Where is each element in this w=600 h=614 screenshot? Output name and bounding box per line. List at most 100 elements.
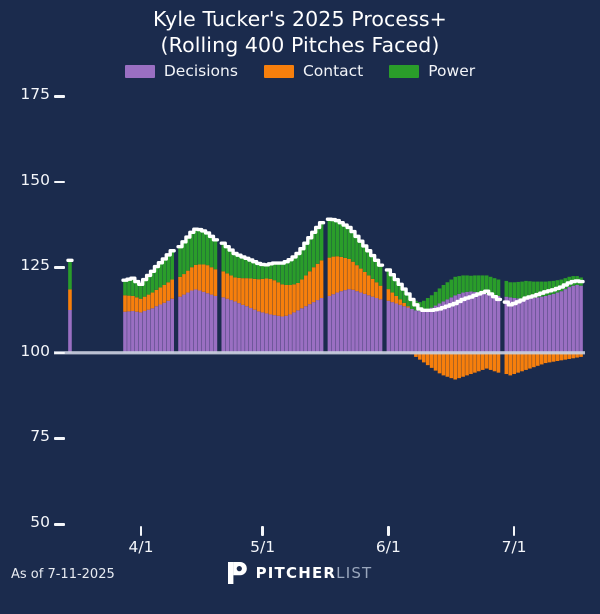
bar-segment-decisions <box>335 292 340 353</box>
bar-segment-contact <box>343 257 347 291</box>
bar-segment-contact <box>229 275 233 301</box>
bar-segment-contact <box>551 352 556 362</box>
bar-segment-power <box>276 263 281 283</box>
bar-segment-power <box>162 258 167 285</box>
bar-segment-contact <box>386 289 391 301</box>
bar-segment-power <box>319 222 324 261</box>
bar-segment-power <box>284 261 288 285</box>
bar-segment-power <box>138 284 143 299</box>
bar-segment-power <box>480 275 485 294</box>
bar-segment-contact <box>276 282 281 316</box>
bar-segment-decisions <box>252 309 257 353</box>
bar-segment-contact <box>245 278 249 307</box>
bar-segment-power <box>311 232 316 268</box>
legend-item-power[interactable]: Power <box>389 62 475 80</box>
bar-segment-contact <box>539 352 544 365</box>
bar-segment-contact <box>492 352 497 372</box>
bar-segment-decisions <box>205 293 210 353</box>
bar-segment-contact <box>166 282 171 301</box>
bar-segment-power <box>268 263 273 279</box>
bar-segment-power <box>504 280 509 297</box>
bar-segment-power <box>441 285 446 302</box>
bar-segment-contact <box>205 265 210 294</box>
bar-segment-decisions <box>394 303 399 353</box>
bar-segment-power <box>547 281 552 295</box>
bar-segment-decisions <box>370 296 375 353</box>
bar-segment-decisions <box>197 290 202 353</box>
bar-segment-contact <box>465 352 469 376</box>
y-tick-mark <box>54 180 65 184</box>
bar-segment-decisions <box>331 294 336 353</box>
bar-segment-power <box>508 282 513 298</box>
bar-segment-contact <box>182 274 186 295</box>
bar-segment-contact <box>142 296 147 312</box>
bar-segment-decisions <box>296 310 300 353</box>
bar-segment-contact <box>563 352 568 360</box>
bar-segment-power <box>131 278 135 296</box>
bar-segment-contact <box>131 295 135 312</box>
legend-item-decisions[interactable]: Decisions <box>124 62 238 80</box>
bar-segment-decisions <box>512 298 516 353</box>
bar-segment-power <box>406 293 410 307</box>
bar-segment-power <box>249 260 253 279</box>
bar-segment-power <box>528 281 532 299</box>
bar-segment-decisions <box>429 307 434 353</box>
bar-segment-decisions <box>229 300 233 353</box>
bar-segment-contact <box>378 285 383 300</box>
bar-segment-contact <box>233 277 237 302</box>
bar-segment-power <box>68 260 72 290</box>
bar-segment-decisions <box>437 303 442 353</box>
bar-segment-contact <box>135 297 139 312</box>
bar-segment-decisions <box>272 315 277 353</box>
bar-segment-power <box>292 256 296 285</box>
y-tick-label: 75 <box>30 427 50 446</box>
legend-item-contact[interactable]: Contact <box>263 62 363 80</box>
pitcherlist-p-icon <box>227 562 247 584</box>
bar-segment-power <box>418 302 422 312</box>
bar-segment-power <box>516 281 520 299</box>
bar-segment-contact <box>307 271 312 305</box>
bar-segment-decisions <box>193 289 198 353</box>
bar-segment-contact <box>186 270 190 293</box>
bar-segment-power <box>241 256 245 279</box>
bar-segment-power <box>355 236 359 266</box>
bar-segment-decisions <box>131 311 135 353</box>
bar-segment-power <box>492 278 497 296</box>
y-tick-label: 175 <box>20 85 50 103</box>
bar-segment-decisions <box>516 298 520 353</box>
bar-segment-contact <box>201 264 206 292</box>
bar-segment-contact <box>418 352 422 360</box>
bar-segment-decisions <box>355 291 359 353</box>
legend-label: Decisions <box>163 62 238 80</box>
bar-segment-decisions <box>414 310 418 353</box>
bar-segment-contact <box>315 263 320 301</box>
bar-segment-contact <box>374 282 379 299</box>
bar-segment-decisions <box>327 295 332 353</box>
bar-segment-contact <box>355 265 359 292</box>
brand-secondary-text: LIST <box>336 564 373 582</box>
bar-segment-contact <box>339 256 344 292</box>
bar-segment-contact <box>516 352 520 373</box>
bar-segment-decisions <box>351 289 355 353</box>
bar-segment-power <box>213 239 218 270</box>
bar-segment-power <box>390 274 395 293</box>
bar-segment-contact <box>237 277 241 304</box>
bar-segment-power <box>288 259 292 286</box>
bar-segment-power <box>535 281 540 298</box>
bar-segment-decisions <box>245 306 249 353</box>
bar-segment-decisions <box>406 307 410 353</box>
bar-segment-power <box>209 236 214 268</box>
bar-segment-decisions <box>162 302 167 353</box>
bar-segment-contact <box>555 352 560 362</box>
bar-segment-contact <box>543 352 548 364</box>
bar-segment-contact <box>480 352 485 370</box>
bar-segment-power <box>339 222 344 257</box>
bar-segment-decisions <box>535 297 540 353</box>
bar-segment-decisions <box>551 293 556 353</box>
bar-segment-contact <box>138 298 143 313</box>
bar-segment-contact <box>193 264 198 290</box>
bar-segment-decisions <box>241 304 245 353</box>
bar-segment-power <box>327 219 332 258</box>
bar-segment-contact <box>484 352 489 369</box>
bar-segment-contact <box>421 352 426 363</box>
